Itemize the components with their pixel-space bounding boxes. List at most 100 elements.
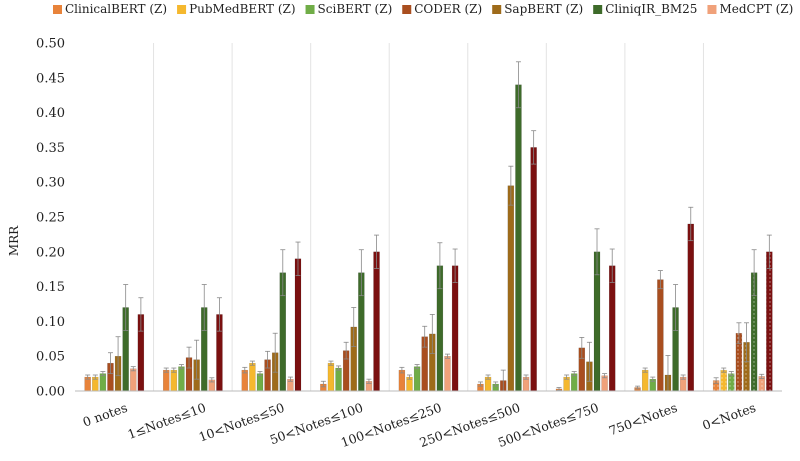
y-axis-label: MRR [7, 225, 21, 256]
y-tick-label: 0.10 [36, 315, 65, 330]
legend-label-3: CODER (Z) [414, 2, 482, 16]
x-tick-label: 750<Notes [607, 400, 679, 439]
y-tick-label: 0.40 [36, 106, 65, 121]
error-bar-2-3 [336, 365, 342, 371]
error-bar-5-1 [201, 284, 207, 331]
error-bar-7-7 [688, 206, 694, 242]
bar-dots-5 [751, 272, 758, 391]
bar-7-5 [530, 147, 537, 392]
bar-2-1 [178, 366, 185, 392]
error-bar-6-4 [445, 353, 450, 359]
error-bar-7-8 [766, 234, 772, 269]
bar-6-0 [130, 368, 137, 392]
error-bar-6-8 [759, 373, 765, 379]
error-bar-2-4 [414, 364, 420, 370]
y-tick-label: 0.00 [36, 385, 65, 400]
bar-2-2 [256, 373, 264, 392]
error-bar-1-0 [92, 374, 98, 380]
bar-dots-3 [735, 333, 742, 391]
error-bar-3-8 [736, 322, 742, 345]
y-tick-label: 0.20 [36, 245, 65, 260]
y-tick-label: 0.15 [36, 280, 65, 295]
bar-2-4 [413, 366, 421, 392]
legend-swatch-2 [305, 5, 315, 14]
x-tick-label: 0<Notes [700, 400, 758, 433]
error-bar-0-3 [320, 380, 326, 388]
error-bar-1-4 [407, 374, 412, 380]
error-bar-3-3 [343, 341, 349, 360]
error-bar-3-6 [579, 337, 585, 359]
error-bar-7-6 [609, 248, 615, 283]
y-tick-label: 0.05 [36, 350, 65, 365]
bar-0-1 [163, 369, 170, 392]
bar-5-5 [515, 84, 522, 392]
error-bar-0-5 [477, 381, 483, 387]
legend-swatch-5 [593, 5, 603, 14]
error-bar-0-0 [85, 374, 91, 380]
y-tick-label: 0.30 [36, 176, 65, 191]
legend-label-1: PubMedBERT (Z) [189, 2, 295, 16]
y-tick-label: 0.45 [36, 71, 65, 86]
error-bar-2-6 [571, 371, 577, 377]
bar-dots-1 [720, 370, 727, 391]
bar-1-1 [170, 369, 178, 392]
bar-dots-6 [758, 376, 765, 391]
legend-swatch-3 [402, 5, 412, 14]
error-bar-2-1 [178, 364, 184, 370]
error-bar-4-6 [586, 341, 592, 382]
error-bar-2-2 [257, 371, 263, 377]
bar-1-3 [327, 362, 335, 392]
legend-label-2: SciBERT (Z) [318, 2, 393, 16]
legend-swatch-0 [53, 5, 62, 14]
error-bar-4-0 [115, 336, 121, 377]
error-bar-3-4 [422, 325, 428, 348]
bar-7-3 [373, 251, 380, 392]
error-bar-6-6 [602, 373, 608, 379]
error-bar-7-1 [216, 297, 222, 332]
bar-dots-2 [728, 373, 735, 391]
error-bar-1-6 [564, 374, 570, 380]
bar-6-4 [444, 356, 451, 392]
error-bar-0-6 [556, 387, 562, 391]
error-bar-7-3 [374, 234, 380, 269]
error-bar-6-0 [130, 366, 136, 372]
legend-swatch-6 [707, 5, 717, 14]
error-bar-4-5 [508, 165, 514, 206]
error-bar-0-7 [635, 385, 641, 390]
error-bar-3-1 [186, 346, 192, 369]
bar-3-7 [657, 279, 664, 392]
error-bar-5-5 [515, 61, 521, 109]
error-bar-6-5 [523, 374, 529, 380]
error-bar-6-2 [287, 376, 293, 382]
error-bar-3-0 [107, 352, 113, 375]
x-tick-label: 0 notes [81, 400, 130, 430]
error-bar-0-1 [163, 367, 169, 373]
error-bar-5-7 [673, 284, 679, 331]
error-bar-7-5 [531, 130, 537, 165]
bar-2-3 [335, 367, 342, 392]
error-bar-4-4 [429, 314, 435, 354]
y-axis: 0.00 0.05 0.10 0.15 0.20 0.25 0.30 0.35 0.40 0.45… [36, 37, 65, 400]
error-bar-3-7 [657, 270, 663, 290]
error-bar-1-8 [721, 367, 727, 373]
error-bar-5-0 [123, 284, 129, 331]
error-bar-5-8 [751, 249, 757, 297]
error-bar-6-3 [366, 378, 372, 384]
error-bar-6-1 [209, 377, 215, 383]
bar-dots-4 [743, 342, 750, 391]
bar-dots-0 [713, 380, 720, 391]
legend-label-4: SapBERT (Z) [504, 2, 583, 16]
error-bar-2-8 [728, 371, 734, 377]
y-tick-label: 0.35 [36, 141, 65, 156]
error-bar-1-5 [485, 374, 491, 380]
legend-swatch-4 [492, 5, 502, 14]
bar-4-5 [507, 185, 515, 392]
bar-dots-7 [766, 251, 773, 391]
error-bar-5-2 [280, 249, 286, 297]
error-bar-4-8 [744, 322, 750, 363]
error-bar-0-2 [242, 366, 248, 374]
x-axis: 0 notes1≤Notes≤1010<Notes≤5050<Notes≤100… [75, 390, 782, 450]
bar-7-7 [687, 223, 694, 392]
legend-label-6: MedCPT (Z) [719, 2, 793, 16]
